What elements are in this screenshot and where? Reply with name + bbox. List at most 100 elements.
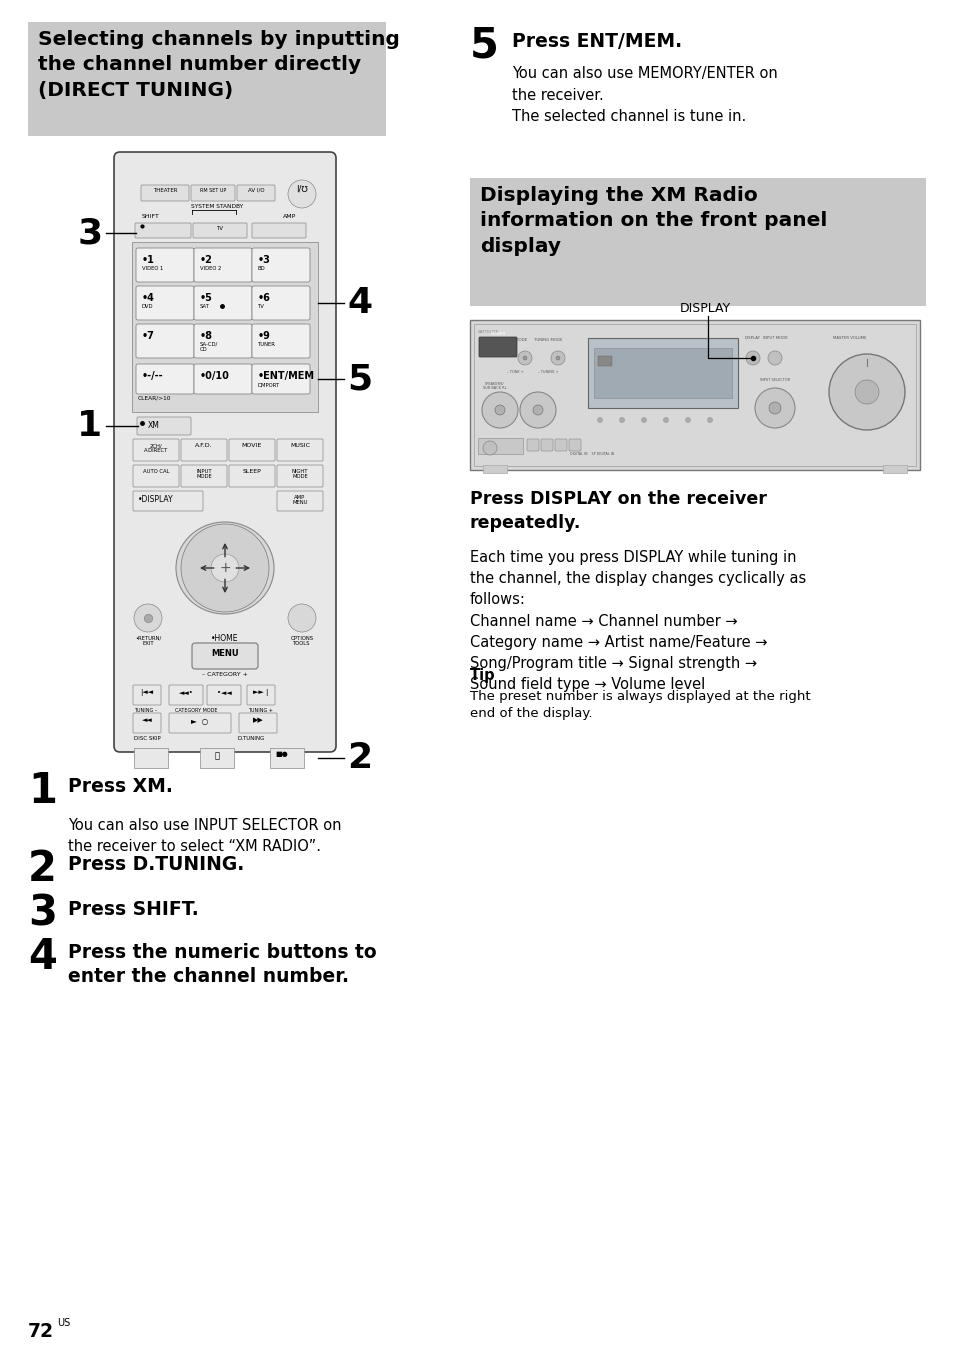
Text: 4: 4: [28, 936, 57, 977]
Text: SATTELITE: SATTELITE: [477, 330, 498, 334]
FancyBboxPatch shape: [28, 22, 386, 137]
Text: DISC SKIP: DISC SKIP: [133, 735, 161, 741]
Text: AV I/O: AV I/O: [248, 188, 264, 193]
Circle shape: [662, 418, 668, 422]
FancyBboxPatch shape: [587, 338, 738, 408]
Text: I/℧: I/℧: [295, 184, 308, 193]
Text: •0/10: •0/10: [200, 370, 230, 381]
FancyBboxPatch shape: [540, 439, 553, 452]
FancyBboxPatch shape: [252, 364, 310, 393]
FancyBboxPatch shape: [252, 287, 310, 320]
Text: MOVIE: MOVIE: [242, 443, 262, 448]
FancyBboxPatch shape: [191, 185, 234, 201]
Text: ▶▶: ▶▶: [253, 717, 263, 723]
Text: Press ENT/MEM.: Press ENT/MEM.: [512, 32, 681, 51]
Circle shape: [133, 604, 162, 631]
FancyBboxPatch shape: [478, 337, 517, 357]
Circle shape: [597, 418, 602, 422]
Text: •ENT/MEM: •ENT/MEM: [257, 370, 314, 381]
Text: DIGITAL IN    SP DIGITAL IN: DIGITAL IN SP DIGITAL IN: [569, 452, 614, 456]
FancyBboxPatch shape: [192, 644, 257, 669]
Circle shape: [854, 380, 878, 404]
FancyBboxPatch shape: [482, 465, 506, 473]
Text: TV: TV: [216, 226, 223, 231]
Circle shape: [685, 418, 690, 422]
FancyBboxPatch shape: [135, 223, 191, 238]
Text: •9: •9: [257, 331, 271, 341]
Text: •5: •5: [200, 293, 213, 303]
Text: 4: 4: [347, 287, 373, 320]
Circle shape: [211, 554, 239, 581]
Text: INPUT SELECTOR: INPUT SELECTOR: [760, 379, 789, 383]
Text: Press XM.: Press XM.: [68, 777, 172, 796]
Text: •7: •7: [142, 331, 154, 341]
FancyBboxPatch shape: [555, 439, 566, 452]
Circle shape: [495, 406, 504, 415]
FancyBboxPatch shape: [229, 465, 274, 487]
FancyBboxPatch shape: [276, 439, 323, 461]
Text: BD: BD: [257, 266, 265, 270]
FancyBboxPatch shape: [132, 685, 161, 704]
Circle shape: [707, 418, 712, 422]
Text: MUSIC: MUSIC: [290, 443, 310, 448]
Text: •1: •1: [142, 256, 154, 265]
Text: •◄◄: •◄◄: [216, 690, 232, 695]
FancyBboxPatch shape: [594, 347, 731, 397]
Text: 3: 3: [77, 216, 103, 250]
Text: SHIFT: SHIFT: [142, 214, 160, 219]
Circle shape: [533, 406, 542, 415]
Text: POWER: POWER: [490, 333, 505, 337]
Circle shape: [181, 525, 269, 612]
FancyBboxPatch shape: [193, 364, 252, 393]
Circle shape: [640, 418, 646, 422]
Text: Press SHIFT.: Press SHIFT.: [68, 900, 198, 919]
FancyBboxPatch shape: [193, 287, 252, 320]
Text: 3: 3: [28, 894, 57, 936]
Text: Press DISPLAY on the receiver
repeatedly.: Press DISPLAY on the receiver repeatedly…: [470, 489, 766, 531]
Circle shape: [618, 418, 624, 422]
FancyBboxPatch shape: [132, 242, 317, 412]
Text: MASTER VOLUME: MASTER VOLUME: [832, 337, 866, 339]
Text: Press the numeric buttons to
enter the channel number.: Press the numeric buttons to enter the c…: [68, 942, 376, 986]
Text: D.TUNING: D.TUNING: [237, 735, 265, 741]
Text: INPUT MODE: INPUT MODE: [761, 337, 786, 339]
FancyBboxPatch shape: [136, 324, 193, 358]
FancyBboxPatch shape: [137, 416, 191, 435]
Text: ⏸: ⏸: [214, 750, 219, 760]
Text: SLEEP: SLEEP: [242, 469, 261, 475]
Text: 5: 5: [470, 24, 498, 66]
FancyBboxPatch shape: [133, 748, 168, 768]
Text: •HOME: •HOME: [211, 634, 238, 644]
FancyBboxPatch shape: [181, 465, 227, 487]
Text: CATEGORY MODE: CATEGORY MODE: [174, 708, 217, 713]
FancyBboxPatch shape: [526, 439, 538, 452]
FancyBboxPatch shape: [568, 439, 580, 452]
FancyBboxPatch shape: [270, 748, 304, 768]
Text: AMP
MENU: AMP MENU: [292, 495, 308, 506]
Text: 2: 2: [28, 848, 57, 890]
Circle shape: [288, 604, 315, 631]
FancyBboxPatch shape: [193, 324, 252, 358]
FancyBboxPatch shape: [239, 713, 276, 733]
Text: •6: •6: [257, 293, 271, 303]
Text: •RETURN/
EXIT: •RETURN/ EXIT: [134, 635, 161, 646]
FancyBboxPatch shape: [132, 491, 203, 511]
FancyBboxPatch shape: [136, 364, 193, 393]
FancyBboxPatch shape: [598, 356, 612, 366]
FancyBboxPatch shape: [169, 713, 231, 733]
Text: Each time you press DISPLAY while tuning in
the channel, the display changes cyc: Each time you press DISPLAY while tuning…: [470, 550, 805, 692]
FancyBboxPatch shape: [252, 247, 310, 283]
FancyBboxPatch shape: [276, 465, 323, 487]
Text: Tip: Tip: [470, 668, 496, 683]
FancyBboxPatch shape: [113, 151, 335, 752]
Circle shape: [519, 392, 556, 429]
Text: – TONE +: – TONE +: [506, 370, 523, 375]
Text: TONE MODE: TONE MODE: [502, 338, 526, 342]
Text: •2: •2: [200, 256, 213, 265]
Text: ►► |: ►► |: [253, 690, 269, 696]
Text: NIGHT
MODE: NIGHT MODE: [292, 469, 308, 480]
Text: 5: 5: [347, 362, 373, 396]
FancyBboxPatch shape: [470, 178, 925, 306]
Text: Selecting channels by inputting
the channel number directly
(DIRECT TUNING): Selecting channels by inputting the chan…: [38, 30, 399, 100]
Text: 2: 2: [347, 741, 373, 775]
